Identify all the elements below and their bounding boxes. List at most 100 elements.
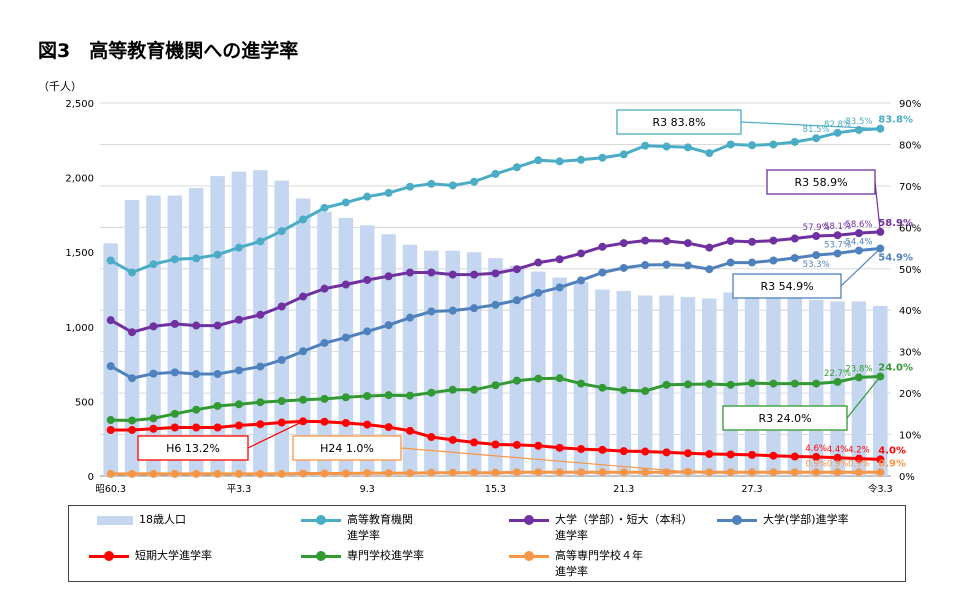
vocational-point	[341, 393, 350, 402]
univ_junior-point	[299, 292, 308, 301]
junior-callout-leader	[247, 420, 304, 449]
kosen-point	[256, 469, 265, 478]
legend-item-vocational: 専門学校進学率	[301, 548, 424, 564]
kosen-callout-box	[292, 435, 402, 461]
vocational-point	[234, 400, 243, 409]
vocational-point	[470, 385, 479, 394]
univ-point	[170, 368, 179, 377]
kosen-point	[192, 469, 201, 478]
vocational-point	[106, 416, 115, 425]
higher_edu-line	[109, 127, 881, 275]
higher_edu-callout-leader	[740, 121, 881, 130]
univ_junior-callout-text: R3 58.9%	[794, 176, 847, 189]
legend-swatch-univ	[717, 512, 757, 528]
higher_edu-point	[769, 140, 778, 149]
univ_junior-point	[705, 243, 714, 252]
kosen-point	[534, 468, 543, 477]
legend-label-population: 18歳人口	[139, 513, 186, 526]
vocational-point	[619, 386, 628, 395]
legend-item-univ: 大学(学部)進学率	[717, 512, 849, 528]
y-right-tick-label: 90%	[899, 99, 921, 110]
kosen-point	[427, 468, 436, 477]
legend-label-univ-junior: 大学（学部）・短大（本科） 進学率	[555, 513, 693, 542]
kosen-point	[812, 468, 821, 477]
population-bar	[103, 243, 118, 476]
kosen-callout-text: H24 1.0%	[320, 442, 374, 455]
univ-point	[662, 260, 671, 269]
univ-point	[128, 374, 137, 383]
univ-point	[470, 304, 479, 313]
kosen-point-label: 0.9%	[805, 459, 827, 469]
univ-point	[683, 261, 692, 270]
kosen-point	[299, 469, 308, 478]
vocational-point	[598, 383, 607, 392]
higher_edu-point	[726, 140, 735, 149]
kosen-point	[277, 469, 286, 478]
univ-point	[790, 254, 799, 263]
junior-point	[384, 423, 393, 432]
univ_junior-callout-leader	[874, 181, 881, 232]
kosen-point	[769, 468, 778, 477]
kosen-point	[128, 469, 137, 478]
junior-point	[256, 420, 265, 429]
junior-point	[192, 423, 201, 432]
univ-point	[726, 258, 735, 267]
vocational-point	[512, 376, 521, 385]
vocational-point	[812, 379, 821, 388]
population-bar	[509, 265, 525, 476]
vocational-point	[149, 414, 158, 423]
population-bar	[851, 301, 867, 476]
x-tick-label: 昭60.3	[95, 484, 126, 495]
kosen-point	[854, 468, 863, 477]
vocational-point	[577, 379, 586, 388]
junior-point	[619, 447, 628, 456]
junior-point	[662, 448, 671, 457]
junior-point	[363, 420, 372, 429]
univ_junior-point	[149, 322, 158, 331]
univ-point	[106, 362, 115, 371]
univ-callout-text: R3 54.9%	[760, 280, 813, 293]
univ_junior-point	[769, 236, 778, 245]
legend-swatch-kosen	[509, 548, 549, 564]
population-bar	[530, 271, 546, 476]
population-bar	[167, 195, 183, 476]
population-bar	[188, 188, 204, 476]
chart: 0% 10% 20% 30% 40% 50% 60% 70% 80% 90% 0 500 1,000 1,…	[65, 99, 921, 495]
univ_junior-point	[512, 265, 521, 274]
vocational-callout-leader	[846, 376, 881, 419]
univ-callout-leader	[840, 248, 881, 287]
higher_edu-point	[748, 141, 757, 150]
univ_junior-point	[256, 310, 265, 319]
higher_edu-point	[512, 163, 521, 172]
population-bar	[253, 170, 268, 476]
univ-point	[748, 258, 757, 267]
kosen-point	[234, 469, 243, 478]
higher_edu-point	[106, 256, 115, 265]
y-right-tick-label: 40%	[899, 306, 921, 317]
population-bar	[808, 299, 824, 476]
higher_edu-point	[534, 156, 543, 165]
population-bar	[873, 305, 888, 476]
x-tick-label: 27.3	[741, 484, 762, 495]
legend-label-vocational: 専門学校進学率	[347, 549, 424, 562]
x-tick-label: 21.3	[613, 484, 634, 495]
legend-label-junior: 短期大学進学率	[135, 549, 212, 562]
junior-point	[705, 450, 714, 459]
legend-item-univ-junior: 大学（学部）・短大（本科） 進学率	[509, 512, 693, 544]
junior-point	[320, 417, 329, 426]
vocational-point	[320, 394, 329, 403]
kosen-point	[555, 468, 564, 477]
univ-point	[598, 268, 607, 277]
junior-point	[170, 423, 179, 432]
univ-point	[427, 307, 436, 316]
univ_junior-callout-box	[766, 169, 876, 195]
y-left-tick-label: 0	[88, 472, 94, 483]
y-right-tick-label: 20%	[899, 389, 921, 400]
univ-point-label: 54.9%	[878, 252, 913, 263]
univ_junior-point-label: 58.6%	[845, 220, 872, 230]
kosen-point	[170, 469, 179, 478]
vocational-point	[299, 395, 308, 404]
y-left-tick-label: 1,000	[65, 323, 94, 334]
univ_junior-point	[491, 269, 500, 278]
higher_edu-point-label: 82.8%	[824, 120, 851, 130]
